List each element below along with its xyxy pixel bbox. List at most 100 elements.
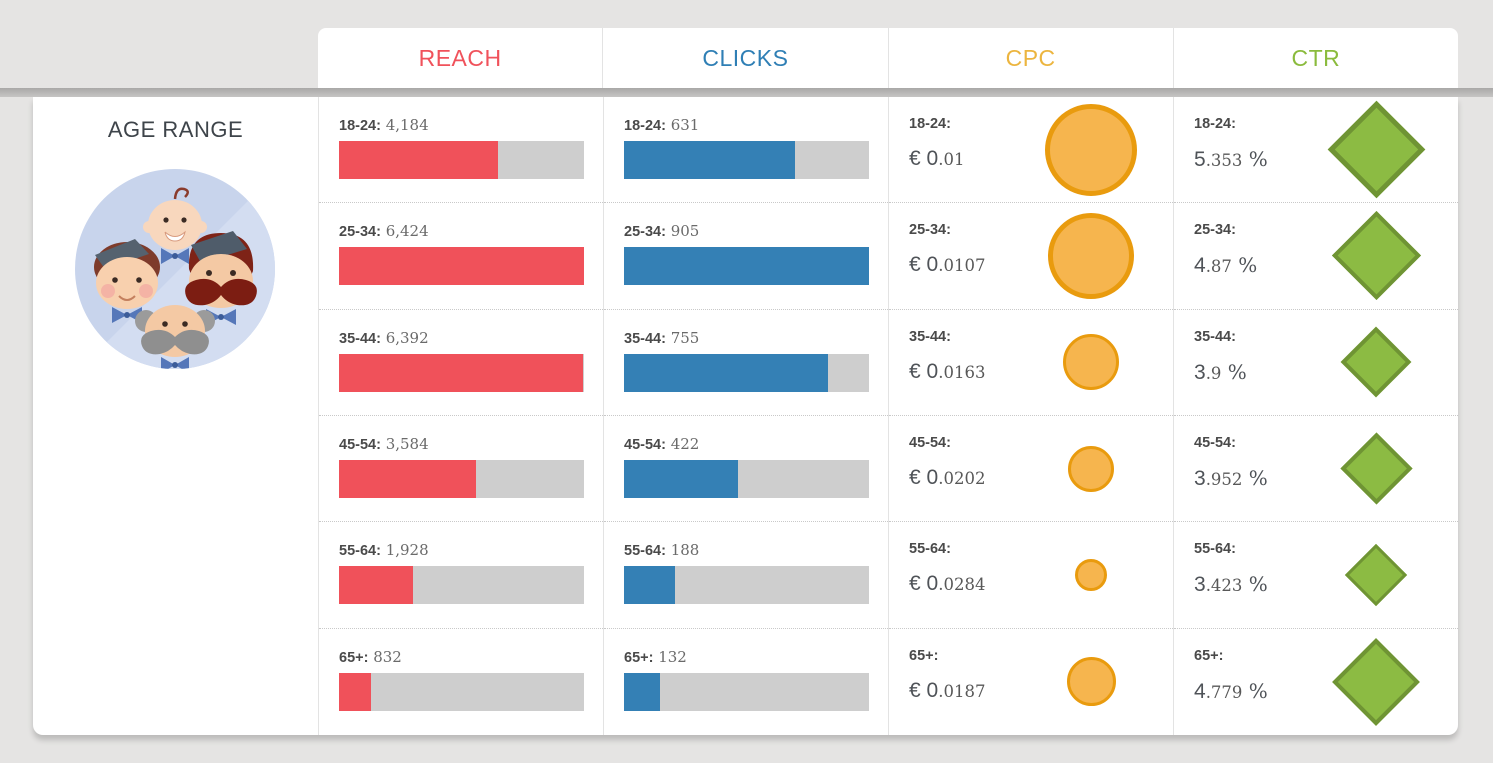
ctr-value-percent-sign: % [1242,147,1268,171]
age-bucket-label: 45-54: [1194,434,1236,451]
ctr-value-int: 3 [1194,466,1206,490]
age-bucket-label: 45-54: [909,434,951,451]
clicks-cell: 25-34: 905 [604,203,888,310]
ctr-value: 4.87 % [1194,253,1257,278]
clicks-bar-fill [624,672,660,711]
ctr-value-dec: .952 [1205,469,1243,489]
reach-bar-fill [339,247,584,286]
age-bucket-label: 45-54: 3,584 [339,434,429,453]
ctr-value-percent-sign: % [1242,572,1268,597]
reach-cell: 25-34: 6,424 [319,203,603,310]
ctr-value-dec: .87 [1205,257,1232,277]
ctr-value-percent-sign: % [1242,678,1268,703]
ctr-value-int: 4 [1194,254,1206,278]
header-ctr: CTR [1172,28,1458,88]
ctr-diamond-icon [1339,432,1413,505]
cpc-value: € 0.0107 [909,253,985,277]
age-bucket-label: 18-24: [1194,116,1236,132]
ctr-shape-wrap [1284,522,1468,627]
clicks-bar-track [624,566,869,605]
clicks-value: 132 [653,647,687,666]
cpc-shape-wrap [999,522,1183,627]
cpc-value: € 0.0187 [909,679,985,703]
ctr-shape-wrap [1284,203,1468,308]
ctr-value-percent-sign: % [1221,359,1247,384]
ctr-diamond-icon [1332,637,1420,726]
clicks-bar-track [624,459,869,498]
age-bucket-label: 55-64: [909,541,951,558]
reach-value: 4,184 [380,116,429,134]
ctr-value-dec: .779 [1205,682,1243,702]
clicks-bar-fill [624,353,829,392]
cpc-circle-icon [1068,445,1114,492]
reach-bar-fill [339,459,476,498]
ctr-shape-wrap [1284,97,1468,202]
cpc-value-dec: .01 [938,150,965,169]
clicks-value: 631 [665,116,700,134]
cpc-shape-wrap [999,629,1183,735]
cpc-column: 18-24: € 0.01 25-34: € 0.0107 35-44: € 0.0163… [888,97,1173,735]
cpc-shape-wrap [999,203,1183,308]
cpc-value: € 0.0202 [909,466,985,490]
ctr-value-percent-sign: % [1242,465,1268,490]
reach-cell: 45-54: 3,584 [319,416,603,523]
cpc-value-dec: .0163 [938,362,986,382]
age-range-column: AGE RANGE [33,97,318,735]
reach-bar-track [339,353,584,392]
reach-bar-fill [339,566,413,605]
age-bucket-label: 25-34: 6,424 [339,222,429,241]
header-cpc: CPC [887,28,1173,88]
ctr-value-int: 5 [1194,148,1206,171]
ctr-value: 5.353 % [1194,147,1268,172]
age-bucket-label: 55-64: [1194,541,1236,558]
cpc-cell: 65+: € 0.0187 [889,629,1173,735]
ctr-cell: 35-44: 3.9 % [1174,310,1458,416]
clicks-bar-track [624,672,869,711]
ctr-cell: 18-24: 5.353 % [1174,97,1458,204]
clicks-column: 18-24: 631 25-34: 905 35-44: 755 45-54: 422… [603,97,888,735]
ctr-shape-wrap [1284,310,1468,415]
clicks-cell: 18-24: 631 [604,97,888,204]
ctr-value: 4.779 % [1194,679,1268,704]
ctr-diamond-icon [1344,543,1408,607]
ctr-diamond-icon [1327,100,1425,199]
ctr-cell: 55-64: 3.423 % [1174,522,1458,629]
age-bucket-label: 35-44: [1194,328,1236,345]
cpc-value-dec: .0284 [938,575,986,595]
age-bucket-label: 35-44: 755 [624,328,700,347]
ctr-cell: 45-54: 3.952 % [1174,416,1458,523]
clicks-cell: 35-44: 755 [604,310,888,416]
cpc-value: € 0.01 [909,147,964,171]
clicks-value: 905 [665,222,700,241]
cpc-shape-wrap [999,97,1183,202]
cpc-value-int: € 0 [909,147,939,170]
clicks-value: 422 [665,434,700,453]
ctr-value: 3.952 % [1194,466,1268,491]
cpc-circle-icon [1063,334,1119,391]
reach-cell: 35-44: 6,392 [319,310,603,416]
clicks-bar-track [624,247,869,286]
reach-bar-fill [339,672,371,711]
cpc-value-dec: .0202 [938,468,986,488]
reach-value: 6,424 [380,222,429,241]
cpc-shape-wrap [999,310,1183,415]
reach-bar-track [339,459,584,498]
cpc-value-dec: .0187 [938,681,986,701]
clicks-bar-fill [624,141,795,179]
clicks-bar-track [624,353,869,392]
clicks-bar-track [624,141,869,179]
ctr-value: 3.423 % [1194,572,1268,597]
cpc-cell: 18-24: € 0.01 [889,97,1173,204]
reach-bar-track [339,672,584,711]
clicks-bar-fill [624,459,739,498]
cpc-value: € 0.0284 [909,572,985,596]
cpc-value-int: € 0 [909,359,939,383]
ctr-value-int: 3 [1194,573,1206,597]
four-men-faces-icon [75,169,275,369]
clicks-bar-fill [624,566,675,605]
reach-value: 6,392 [380,328,429,347]
clicks-cell: 55-64: 188 [604,522,888,629]
reach-bar-fill [339,141,499,179]
age-bucket-label: 35-44: [909,328,951,345]
clicks-cell: 45-54: 422 [604,416,888,523]
